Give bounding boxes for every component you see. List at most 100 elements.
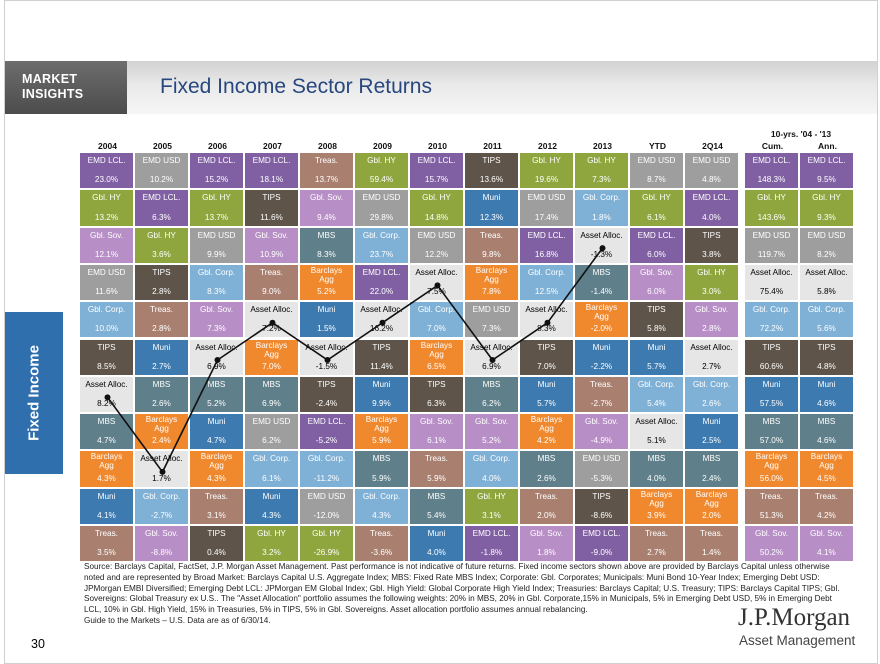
cell-value: 57.5% [759, 399, 784, 409]
cell-value: 12.5% [534, 287, 559, 297]
cell-value: 4.1% [97, 510, 116, 520]
cell-label: MBS [537, 454, 556, 464]
cell-value: 13.7% [314, 175, 339, 185]
cell-value: 6.1% [262, 473, 281, 483]
cell-value: -2.2% [590, 361, 613, 371]
cell-1-5: Treas. 13.7% [300, 153, 355, 191]
cell-value: 23.0% [94, 175, 119, 185]
cell-label: Gbl. Corp. [417, 305, 456, 315]
cell-label: Barclays Agg [475, 265, 508, 284]
cell-label: Treas. [260, 267, 283, 277]
cell-value: 8.5% [97, 361, 116, 371]
cell-value: 6.5% [427, 361, 446, 371]
cell-label: Treas. [480, 230, 503, 240]
cell-label: Gbl. Sov. [694, 305, 729, 315]
cell-value: 59.4% [369, 175, 394, 185]
cell-value: 2.4% [702, 473, 721, 483]
cell-label: Asset Alloc. [750, 267, 793, 277]
side-tab [5, 312, 63, 474]
cell-5-2: Treas. 2.8% [135, 302, 190, 340]
cell-11-2: Gbl. Sov. -8.8% [135, 526, 190, 564]
cell-label: Gbl. HY [532, 156, 561, 165]
cell-value: 6.2% [262, 436, 281, 446]
cell-label: TIPS [762, 342, 781, 352]
cell-label: Gbl. Corp. [362, 491, 401, 501]
cell-value: 4.0% [647, 473, 666, 483]
cell-value: 2.6% [152, 399, 171, 409]
cell-label: Gbl. HY [587, 156, 616, 165]
asset-alloc-point-2 [159, 468, 166, 475]
cell-label: Barclays Agg [145, 415, 178, 434]
cell-5-12: Gbl. Sov. 2.8% [685, 302, 740, 340]
cell-value: 10.0% [94, 324, 119, 334]
cell-4-14: Asset Alloc. 5.8% [800, 264, 855, 303]
cell-label: Gbl. Sov. [474, 417, 509, 427]
cell-value: 3.0% [702, 287, 721, 297]
asset-alloc-point-8 [489, 357, 496, 364]
cell-value: 4.6% [817, 399, 836, 409]
cell-value: 8.3% [537, 324, 556, 334]
cell-label: Muni [537, 379, 556, 389]
cell-label: Gbl. HY [812, 193, 841, 203]
column-header-3: 2006 [208, 141, 227, 151]
cell-label: EMD USD [692, 156, 731, 165]
cell-label: EMD USD [472, 305, 511, 315]
cell-value: 13.6% [479, 175, 504, 185]
cell-9-9: MBS 2.6% [520, 451, 575, 489]
cell-value: 2.8% [152, 324, 171, 334]
cell-7-5: TIPS -2.4% [300, 376, 355, 415]
cell-4-1: EMD USD 11.6% [80, 264, 135, 303]
asset-alloc-polyline [106, 247, 604, 474]
cell-3-2: Gbl. HY 3.6% [135, 227, 190, 265]
cell-label: Treas. [760, 491, 783, 501]
header-band [5, 61, 877, 114]
cell-label: TIPS [317, 379, 336, 389]
cell-label: Asset Alloc. [250, 305, 293, 315]
cell-label: Asset Alloc. [85, 379, 128, 389]
cell-value: -12.0% [313, 510, 340, 520]
cell-value: 4.3% [262, 510, 281, 520]
asset-alloc-point-10 [599, 245, 606, 252]
cell-label: Barclays Agg [310, 265, 343, 284]
cell-value: 0.4% [207, 548, 226, 558]
cell-label: Treas. [535, 491, 558, 501]
cell-label: Gbl. Sov. [144, 529, 179, 538]
cell-value: -2.7% [150, 510, 173, 520]
cell-2-9: EMD USD 17.4% [520, 190, 575, 228]
cell-label: MBS [647, 454, 666, 464]
column-header-4: 2007 [263, 141, 282, 151]
slide: MARKET INSIGHTS Fixed Income Sector Retu… [4, 0, 878, 664]
cell-9-10: EMD USD -5.3% [575, 451, 630, 489]
cell-9-8: Gbl. Corp. 4.0% [465, 451, 520, 489]
cell-value: 19.6% [534, 175, 559, 185]
cell-label: Barclays Agg [420, 340, 453, 359]
jpmorgan-logo: J.P.Morgan [738, 604, 851, 631]
cell-label: Gbl. Corp. [87, 305, 126, 315]
cell-label: Asset Alloc. [140, 454, 183, 464]
cell-value: 6.0% [647, 249, 666, 259]
cell-value: -4.9% [590, 436, 613, 446]
cell-label: Gbl. Corp. [362, 230, 401, 240]
cell-value: 3.6% [152, 249, 171, 259]
column-header-1: 2004 [98, 141, 117, 151]
cell-value: 17.4% [534, 212, 559, 222]
cell-6-6: TIPS 11.4% [355, 339, 410, 377]
cell-value: 2.7% [647, 548, 666, 558]
cell-label: Gbl. Corp. [582, 193, 621, 203]
cell-value: 13.7% [204, 212, 229, 222]
cell-4-8: Barclays Agg 7.8% [465, 264, 520, 303]
cell-value: 6.3% [427, 399, 446, 409]
cell-label: Barclays Agg [200, 452, 233, 471]
cell-value: 6.2% [482, 399, 501, 409]
cell-label: EMD LCL. [472, 529, 511, 538]
column-header-2: 2005 [153, 141, 172, 151]
cell-8-8: Gbl. Sov. 5.2% [465, 414, 520, 452]
cell-label: Barclays Agg [640, 489, 673, 508]
cell-label: Gbl. Sov. [199, 305, 234, 315]
column-header-14: Ann. [818, 141, 837, 151]
cell-label: Muni [427, 529, 446, 538]
cell-10-10: TIPS -8.6% [575, 488, 630, 526]
cell-7-8: MBS 6.2% [465, 376, 520, 415]
cell-10-8: Gbl. HY 3.1% [465, 488, 520, 526]
cell-label: Gbl. Corp. [807, 305, 846, 315]
